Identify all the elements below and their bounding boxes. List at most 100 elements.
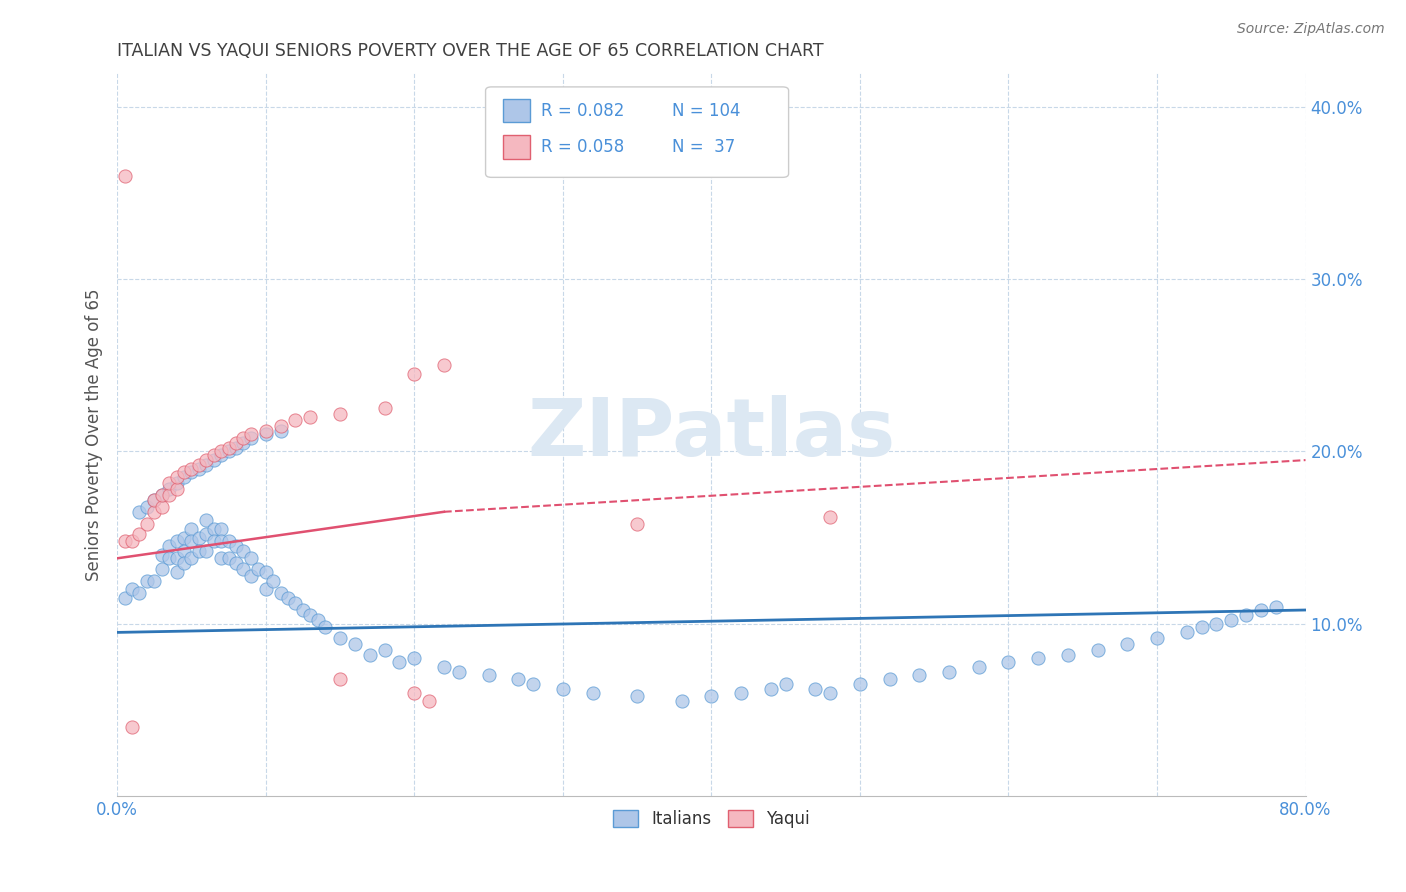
Point <box>128 527 150 541</box>
Point <box>759 682 782 697</box>
Point <box>508 672 530 686</box>
Point <box>270 418 292 433</box>
Point <box>180 551 202 566</box>
Point <box>818 510 841 524</box>
Point <box>187 544 209 558</box>
Point <box>1087 642 1109 657</box>
Point <box>1191 620 1213 634</box>
Text: Source: ZipAtlas.com: Source: ZipAtlas.com <box>1237 22 1385 37</box>
Point <box>202 453 225 467</box>
Point <box>404 686 426 700</box>
Bar <box>503 99 530 122</box>
Point <box>359 648 381 662</box>
Point <box>187 531 209 545</box>
Point <box>218 441 240 455</box>
Point <box>121 534 143 549</box>
Point <box>262 574 284 588</box>
Text: R = 0.082: R = 0.082 <box>541 102 624 120</box>
Point <box>433 660 456 674</box>
Point <box>1146 631 1168 645</box>
Bar <box>503 136 530 159</box>
Point <box>804 682 827 697</box>
Point <box>195 513 218 527</box>
Point <box>374 642 396 657</box>
Point <box>997 655 1019 669</box>
Point <box>150 487 173 501</box>
Point <box>284 413 307 427</box>
Point <box>180 461 202 475</box>
Point <box>157 539 180 553</box>
Point <box>195 527 218 541</box>
Point <box>1250 603 1272 617</box>
Point <box>1205 616 1227 631</box>
Point <box>879 672 901 686</box>
Point <box>173 557 195 571</box>
Point <box>166 470 188 484</box>
Point <box>150 548 173 562</box>
Point <box>388 655 411 669</box>
Point <box>908 668 931 682</box>
Point <box>173 544 195 558</box>
Point <box>135 574 157 588</box>
Point <box>157 483 180 497</box>
Point <box>1056 648 1078 662</box>
Point <box>254 424 277 438</box>
Point <box>299 608 322 623</box>
Point <box>143 574 166 588</box>
Point <box>291 603 314 617</box>
Point <box>730 686 752 700</box>
Point <box>209 522 232 536</box>
Point <box>433 359 456 373</box>
Point <box>254 565 277 579</box>
Point <box>195 544 218 558</box>
Point <box>232 435 254 450</box>
Point <box>626 689 648 703</box>
Point <box>225 435 247 450</box>
Point <box>477 668 499 682</box>
Text: N = 104: N = 104 <box>672 102 741 120</box>
Point <box>239 551 262 566</box>
Point <box>849 677 872 691</box>
Text: N =  37: N = 37 <box>672 138 735 156</box>
Point <box>232 544 254 558</box>
Point <box>150 562 173 576</box>
Point <box>1264 599 1286 614</box>
Point <box>143 505 166 519</box>
Point <box>775 677 797 691</box>
Point <box>299 410 322 425</box>
FancyBboxPatch shape <box>485 87 789 178</box>
Point <box>1220 613 1243 627</box>
Point <box>404 651 426 665</box>
Point <box>166 475 188 490</box>
Point <box>329 407 352 421</box>
Point <box>700 689 723 703</box>
Point <box>232 431 254 445</box>
Text: R = 0.058: R = 0.058 <box>541 138 624 156</box>
Point <box>209 448 232 462</box>
Point <box>143 492 166 507</box>
Point <box>121 582 143 597</box>
Point <box>232 562 254 576</box>
Point <box>818 686 841 700</box>
Point <box>173 531 195 545</box>
Point <box>418 694 440 708</box>
Point <box>180 534 202 549</box>
Y-axis label: Seniors Poverty Over the Age of 65: Seniors Poverty Over the Age of 65 <box>86 288 103 581</box>
Point <box>135 516 157 531</box>
Point <box>225 441 247 455</box>
Point <box>202 448 225 462</box>
Text: ZIPatlas: ZIPatlas <box>527 395 896 474</box>
Point <box>195 458 218 473</box>
Point <box>173 470 195 484</box>
Point <box>180 465 202 479</box>
Point <box>247 562 270 576</box>
Point <box>626 516 648 531</box>
Point <box>270 424 292 438</box>
Point <box>114 169 136 183</box>
Point <box>202 522 225 536</box>
Point <box>967 660 990 674</box>
Point <box>343 637 366 651</box>
Point <box>270 586 292 600</box>
Point <box>1175 625 1198 640</box>
Point <box>157 475 180 490</box>
